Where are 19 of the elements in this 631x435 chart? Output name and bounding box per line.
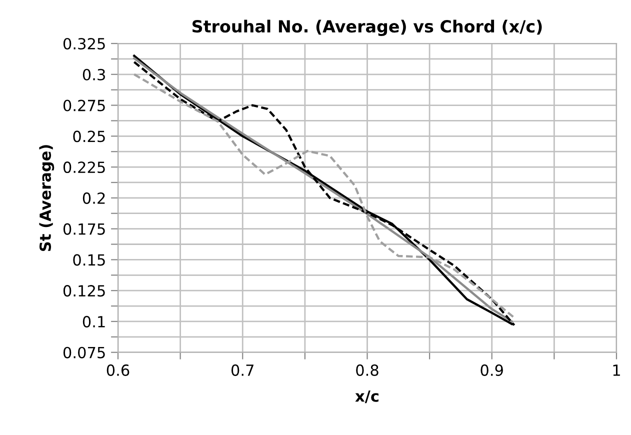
- y-tick-label: 0.175: [63, 223, 105, 235]
- y-tick-label: 0.15: [73, 254, 105, 266]
- y-tick-label: 0.25: [73, 130, 105, 142]
- x-tick-label: 0.8: [356, 364, 378, 376]
- y-tick-label: 0.325: [63, 38, 105, 50]
- y-tick-label: 0.1: [82, 316, 105, 328]
- y-tick-label: 0.125: [63, 285, 105, 297]
- x-tick-label: 1: [613, 364, 620, 376]
- y-axis-title: St (Average): [39, 145, 54, 251]
- chart-title: Strouhal No. (Average) vs Chord (x/c): [192, 20, 542, 36]
- y-tick-label: 0.2: [82, 192, 105, 204]
- x-tick-label: 0.7: [231, 364, 254, 376]
- y-tick-label: 0.275: [63, 100, 105, 112]
- y-tick-label: 0.075: [63, 346, 105, 358]
- y-tick-label: 0.3: [82, 68, 105, 80]
- x-tick-label: 0.9: [480, 364, 503, 376]
- x-axis-title: x/c: [355, 390, 378, 404]
- y-tick-label: 0.225: [63, 162, 105, 174]
- x-tick-label: 0.6: [106, 364, 130, 376]
